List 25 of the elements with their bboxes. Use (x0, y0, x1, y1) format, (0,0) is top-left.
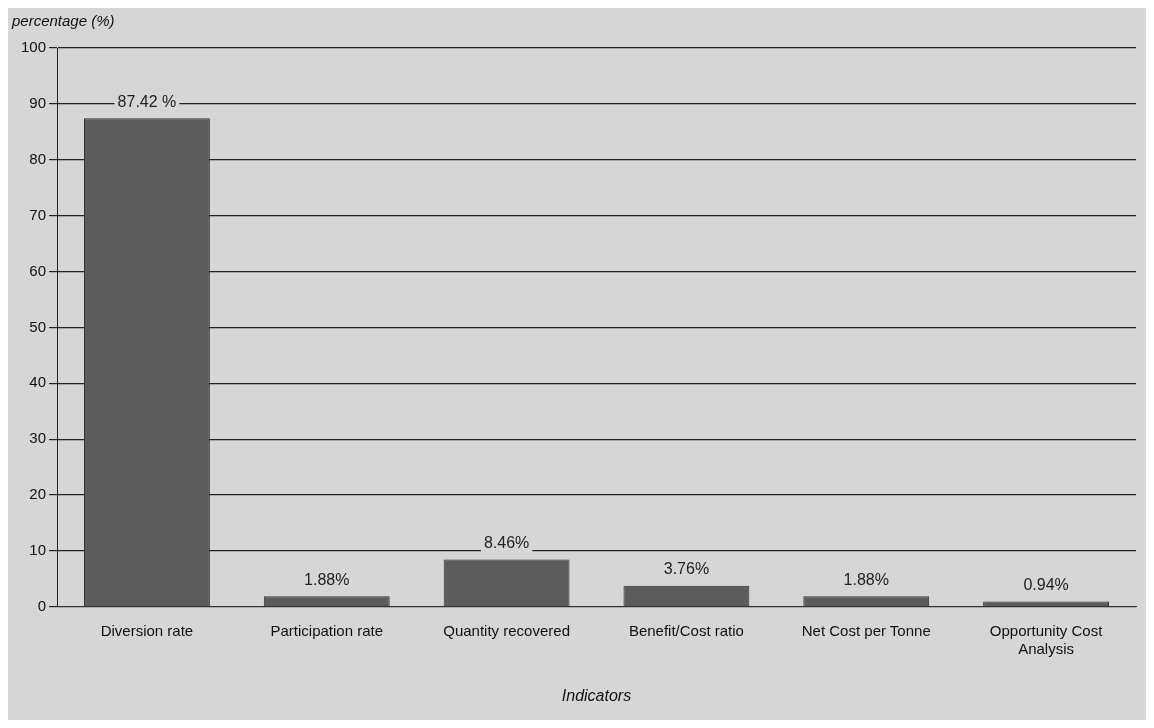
x-tick-label: Diversion rate (100, 621, 194, 639)
data-label: 1.88% (843, 570, 889, 588)
y-tick-label: 10 (29, 541, 47, 559)
data-label: 8.46% (483, 533, 530, 551)
y-tick-label: 20 (29, 485, 47, 503)
data-label: 87.42 % (117, 92, 177, 110)
y-tick-label: 100 (21, 38, 47, 56)
y-tick-label: 40 (29, 373, 47, 391)
data-label: 3.76% (663, 560, 710, 578)
x-axis-title: Indicators (561, 686, 632, 704)
y-axis-title: percentage (%) (11, 11, 115, 29)
data-label: 1.88% (304, 570, 350, 588)
y-tick-label: 80 (29, 149, 47, 167)
x-tick-label: Participation rate (270, 621, 384, 639)
y-tick-label: 60 (29, 261, 47, 279)
x-tick-label: Benefit/Cost ratio (628, 621, 744, 639)
y-tick-label: 70 (29, 205, 47, 223)
x-tick-label: Net Cost per Tonne (801, 621, 931, 639)
y-tick-label: 50 (29, 317, 47, 335)
y-tick-label: 90 (29, 94, 47, 112)
data-label: 0.94% (1023, 575, 1069, 593)
x-tick-label: Quantity recovered (443, 621, 570, 639)
x-tick-label: Opportunity Cost Analysis (989, 621, 1104, 657)
y-tick-label: 0 (37, 596, 47, 614)
y-tick-label: 30 (29, 429, 47, 447)
